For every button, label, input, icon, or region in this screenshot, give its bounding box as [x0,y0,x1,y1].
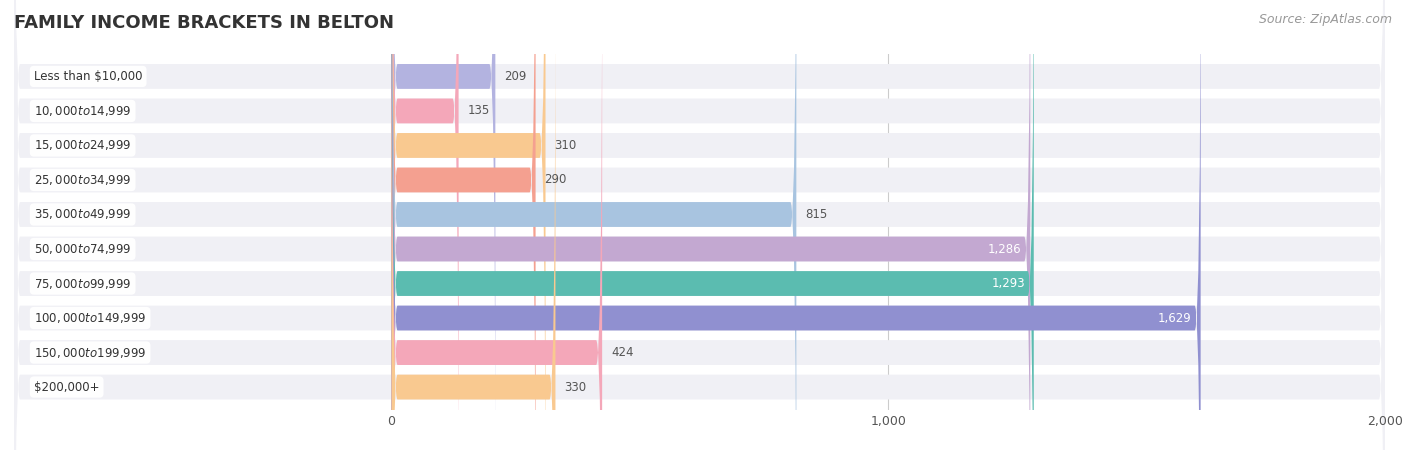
Text: $25,000 to $34,999: $25,000 to $34,999 [34,173,131,187]
Text: $150,000 to $199,999: $150,000 to $199,999 [34,346,146,360]
Text: 424: 424 [612,346,634,359]
FancyBboxPatch shape [391,0,546,450]
Text: 1,293: 1,293 [991,277,1025,290]
Text: Less than $10,000: Less than $10,000 [34,70,142,83]
Text: $75,000 to $99,999: $75,000 to $99,999 [34,276,131,291]
FancyBboxPatch shape [391,0,602,450]
FancyBboxPatch shape [14,0,1385,450]
Text: 310: 310 [554,139,576,152]
FancyBboxPatch shape [14,0,1385,450]
FancyBboxPatch shape [391,0,555,450]
FancyBboxPatch shape [391,0,1033,450]
FancyBboxPatch shape [14,0,1385,450]
Text: $50,000 to $74,999: $50,000 to $74,999 [34,242,131,256]
Text: 209: 209 [505,70,527,83]
Text: $100,000 to $149,999: $100,000 to $149,999 [34,311,146,325]
Text: $200,000+: $200,000+ [34,381,100,394]
Text: 1,629: 1,629 [1159,311,1192,324]
Text: 135: 135 [468,104,489,117]
FancyBboxPatch shape [14,0,1385,450]
FancyBboxPatch shape [391,0,536,450]
FancyBboxPatch shape [391,0,495,450]
Text: Source: ZipAtlas.com: Source: ZipAtlas.com [1258,14,1392,27]
Text: $10,000 to $14,999: $10,000 to $14,999 [34,104,131,118]
Text: 290: 290 [544,174,567,186]
FancyBboxPatch shape [391,0,796,450]
FancyBboxPatch shape [391,0,1201,450]
Text: 1,286: 1,286 [987,243,1021,256]
FancyBboxPatch shape [14,0,1385,450]
FancyBboxPatch shape [14,0,1385,450]
Text: 330: 330 [564,381,586,394]
FancyBboxPatch shape [391,0,458,450]
Text: $15,000 to $24,999: $15,000 to $24,999 [34,139,131,153]
FancyBboxPatch shape [14,0,1385,450]
FancyBboxPatch shape [14,0,1385,450]
Text: $35,000 to $49,999: $35,000 to $49,999 [34,207,131,221]
Text: 815: 815 [806,208,828,221]
FancyBboxPatch shape [14,0,1385,450]
Text: FAMILY INCOME BRACKETS IN BELTON: FAMILY INCOME BRACKETS IN BELTON [14,14,394,32]
FancyBboxPatch shape [391,0,1031,450]
FancyBboxPatch shape [14,0,1385,450]
